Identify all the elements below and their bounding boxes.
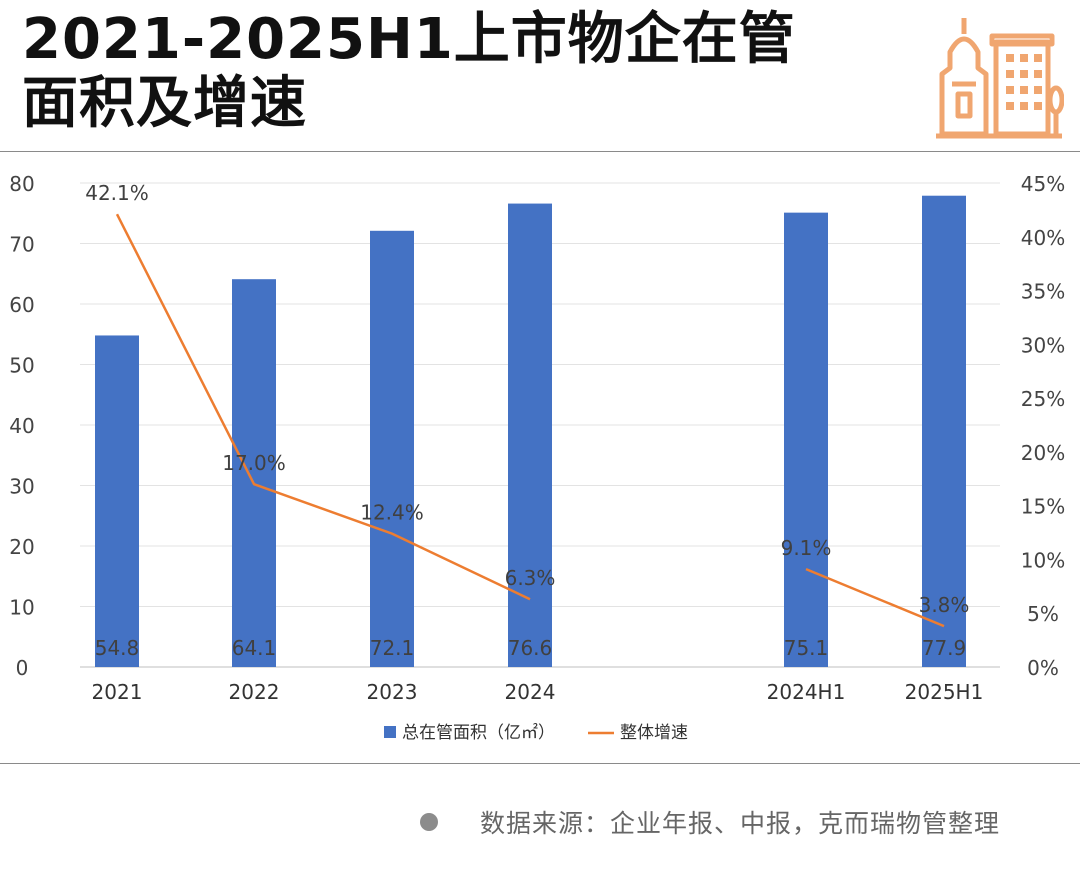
header-divider <box>0 151 1080 152</box>
growth-line <box>115 213 531 601</box>
y-right-tick-label: 15% <box>1021 495 1065 519</box>
bar-2025H1 <box>922 195 966 667</box>
y-right-tick-label: 0% <box>1027 656 1059 680</box>
footer-divider <box>0 763 1080 764</box>
x-tick-label: 2025H1 <box>905 680 984 704</box>
bar-2021 <box>95 335 139 667</box>
bar-2024 <box>508 203 552 667</box>
line-value-label: 6.3% <box>505 566 556 590</box>
y-right-tick-label: 30% <box>1021 333 1065 357</box>
line-value-label: 12.4% <box>360 501 424 525</box>
y-left-tick-label: 30 <box>9 475 34 499</box>
y-left-tick-label: 70 <box>9 233 34 257</box>
bar-2022 <box>232 279 276 667</box>
y-left-tick-label: 20 <box>9 535 34 559</box>
y-right-tick-label: 35% <box>1021 280 1065 304</box>
source-bullet-icon <box>420 813 438 831</box>
y-left-tick-label: 0 <box>16 656 29 680</box>
line-value-label: 3.8% <box>919 593 970 617</box>
x-tick-label: 2021 <box>92 680 143 704</box>
y-right-tick-label: 10% <box>1021 548 1065 572</box>
line-value-label: 42.1% <box>85 181 149 205</box>
x-tick-label: 2023 <box>367 680 418 704</box>
bar-value-label: 76.6 <box>508 636 553 660</box>
bar-value-label: 72.1 <box>370 636 415 660</box>
combo-chart: 0 10 20 30 40 50 60 70 80 0% 5% 10% 15% 20% 25% 30% 35% 4… <box>9 172 1065 743</box>
bar-value-label: 75.1 <box>784 636 829 660</box>
y-right-tick-label: 25% <box>1021 387 1065 411</box>
y-right-tick-label: 40% <box>1021 226 1065 250</box>
bar-value-label: 77.9 <box>922 636 967 660</box>
data-source: 数据来源：企业年报、中报，克而瑞物管整理 <box>480 809 1001 838</box>
bar-2024H1 <box>784 212 828 667</box>
y-right-tick-label: 45% <box>1021 172 1065 196</box>
growth-line <box>805 567 945 628</box>
title-line-2: 面积及增速 <box>22 71 307 136</box>
legend-line-label: 整体增速 <box>620 723 688 743</box>
x-tick-label: 2022 <box>229 680 280 704</box>
city-buildings-icon <box>936 18 1064 139</box>
page-title: 2021-2025H1上市物企在管 面积及增速 <box>22 8 796 136</box>
y-left-tick-label: 40 <box>9 414 34 438</box>
bar-2023 <box>370 230 414 668</box>
y-right-tick-label: 20% <box>1021 441 1065 465</box>
bar-value-label: 64.1 <box>232 636 277 660</box>
y-right-tick-label: 5% <box>1027 602 1059 626</box>
legend-bar-label: 总在管面积（亿㎡） <box>402 723 555 743</box>
line-value-label: 17.0% <box>222 451 286 475</box>
y-left-tick-label: 50 <box>9 354 34 378</box>
x-tick-label: 2024H1 <box>767 680 846 704</box>
x-tick-label: 2024 <box>505 680 556 704</box>
legend-bar-swatch <box>384 726 396 738</box>
y-left-tick-label: 10 <box>9 596 34 620</box>
y-left-tick-label: 60 <box>9 293 34 317</box>
y-left-tick-label: 80 <box>9 172 34 196</box>
line-value-label: 9.1% <box>781 536 832 560</box>
bar-value-label: 54.8 <box>95 636 140 660</box>
title-line-1: 2021-2025H1上市物企在管 <box>22 7 796 72</box>
